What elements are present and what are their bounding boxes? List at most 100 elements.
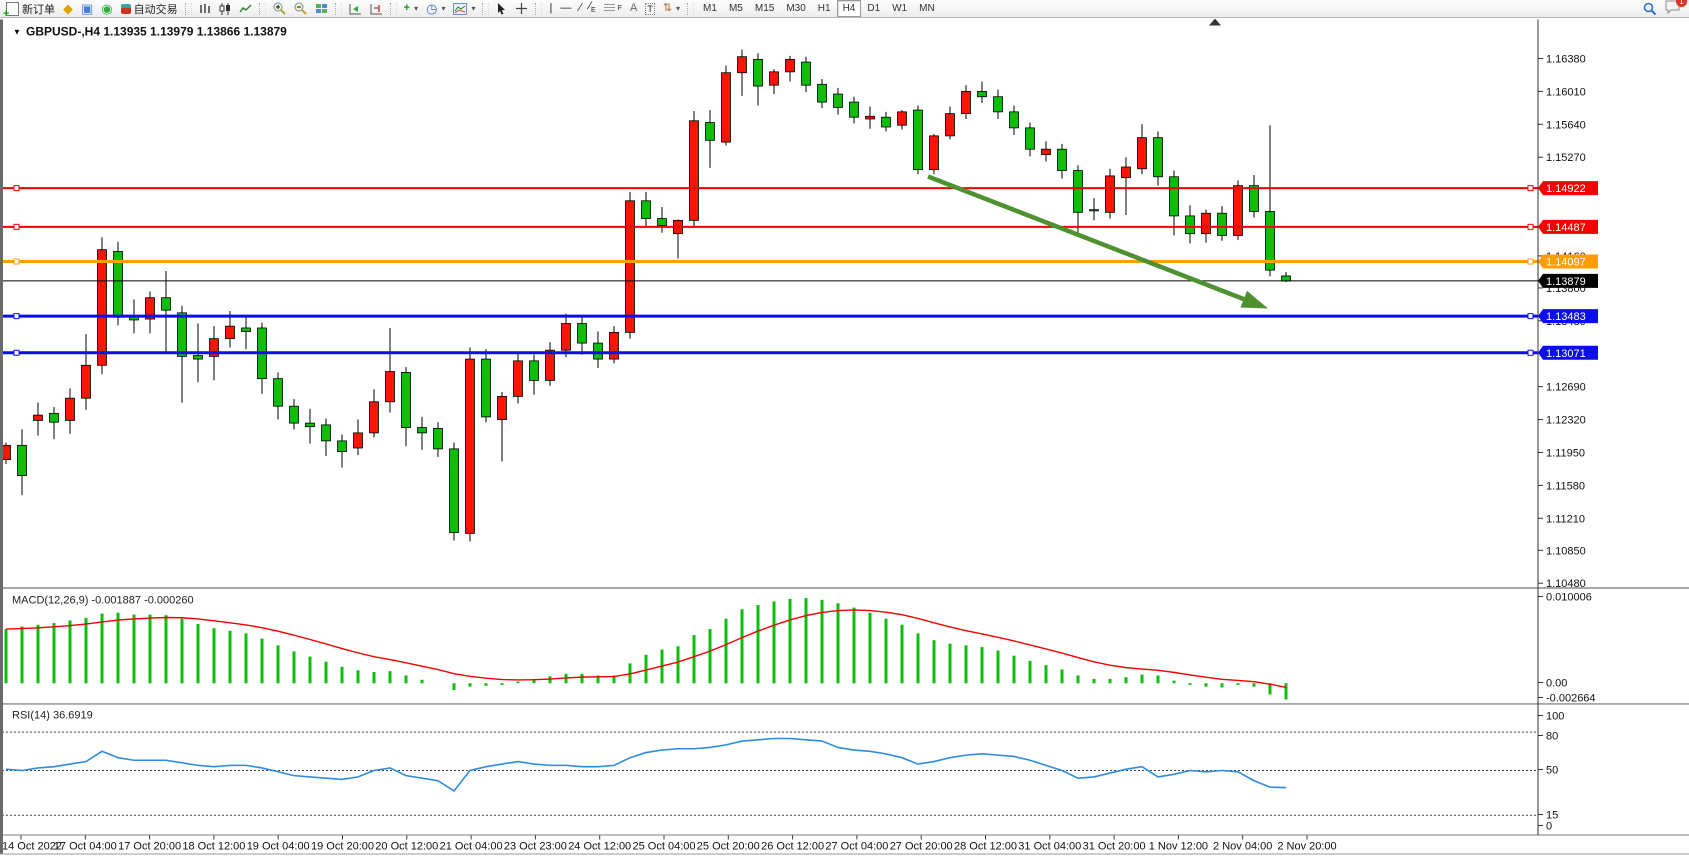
candle (785, 58, 795, 73)
clock-icon: ◷ (426, 1, 438, 16)
candle (737, 56, 747, 74)
candle (929, 135, 939, 171)
crosshair-icon (516, 3, 528, 14)
navigator-button[interactable]: ◉ (97, 0, 116, 18)
macd-axis-label: -0.002664 (1546, 693, 1596, 705)
candle (753, 58, 763, 87)
shift-marker-icon[interactable] (1209, 19, 1221, 26)
candle (1201, 212, 1211, 235)
date-label: 31 Oct 20:00 (1083, 841, 1146, 853)
date-label: 24 Oct 12:00 (568, 841, 631, 853)
price-tick-label: 1.11210 (1546, 513, 1585, 525)
timeframe-H1[interactable]: H1 (817, 3, 831, 14)
candle (689, 120, 699, 221)
trend-arrow-annotation[interactable] (927, 174, 1268, 309)
candle (945, 113, 955, 137)
templates-button[interactable]: ▾ (449, 0, 479, 18)
macd-axis-label: 0.00 (1546, 678, 1567, 690)
text-tool-button[interactable]: A (626, 0, 641, 18)
macd-signal-line (5, 609, 1287, 688)
notifications-button[interactable]: 1 (1665, 0, 1687, 17)
date-label: 26 Oct 12:00 (761, 841, 824, 853)
timeframe-M5[interactable]: M5 (728, 3, 743, 14)
zoom-in-button[interactable] (269, 0, 290, 18)
price-axis[interactable]: 1.163801.160101.156401.152701.141601.138… (1538, 54, 1586, 591)
new-order-icon (3, 1, 19, 20)
price-tick-label: 1.15270 (1546, 152, 1586, 164)
toolbar-separator (687, 2, 695, 15)
candle (417, 427, 427, 434)
fibonacci-tool-button[interactable]: F (600, 0, 626, 18)
date-label: 1 Nov 12:00 (1149, 841, 1208, 853)
level-endpoint-marker (1527, 223, 1534, 230)
bar-chart-button[interactable] (195, 0, 215, 18)
symbol-ohlc-label: GBPUSD-,H4 1.13935 1.13979 1.13866 1.138… (26, 25, 287, 39)
toolbar-separator (184, 2, 192, 15)
data-window-button[interactable]: ▣ (77, 0, 97, 18)
tile-windows-button[interactable] (311, 0, 332, 18)
market-watch-button[interactable]: ◆ (59, 0, 77, 18)
hline-tool-button[interactable]: — (556, 0, 575, 18)
timeframe-W1[interactable]: W1 (892, 3, 908, 14)
line-chart-button[interactable] (235, 0, 256, 18)
chart-shift-icon (370, 3, 382, 14)
date-label: 28 Oct 12:00 (954, 841, 1017, 853)
date-label: 25 Oct 04:00 (633, 841, 696, 853)
cursor-icon (498, 3, 506, 15)
periods-button[interactable]: ◷ ▾ (422, 0, 449, 18)
candle (289, 405, 299, 424)
timeframe-M30[interactable]: M30 (786, 3, 806, 14)
cursor-tool-button[interactable] (492, 0, 511, 18)
candle (865, 115, 875, 120)
rsi-indicator (5, 737, 1287, 793)
candle-chart-button[interactable] (215, 0, 235, 18)
auto-scroll-button[interactable] (345, 0, 366, 18)
chart-canvas[interactable]: 1.163801.160101.156401.152701.141601.138… (0, 19, 1689, 856)
timeframe-MN[interactable]: MN (919, 3, 935, 14)
toolbar: 新订单 ◆ ▣ ◉ 自动交易 (0, 0, 1689, 20)
horizontal-levels[interactable] (2, 185, 1538, 356)
timeframe-M15[interactable]: M15 (754, 3, 775, 14)
timeframe-D1[interactable]: D1 (867, 3, 881, 14)
timeframe-H4[interactable]: H4 (836, 0, 862, 17)
price-tick-label: 1.15640 (1546, 119, 1586, 131)
candle (209, 338, 219, 357)
candle (529, 360, 539, 381)
candle (1105, 175, 1115, 213)
candle (145, 297, 155, 320)
candle (1089, 209, 1099, 212)
crosshair-tool-button[interactable] (511, 0, 532, 18)
level-endpoint-marker (1527, 258, 1534, 265)
candle (481, 358, 491, 418)
candle (97, 249, 107, 366)
rsi-label: RSI(14) 36.6919 (12, 710, 93, 722)
date-label: 27 Oct 04:00 (825, 841, 888, 853)
channel-tool-button[interactable]: ∕E (585, 0, 600, 18)
label-tool-button[interactable]: T (641, 0, 659, 18)
vline-tool-button[interactable]: | (545, 0, 556, 18)
rsi-line (5, 737, 1287, 793)
price-tag-label: 1.14097 (1546, 257, 1586, 269)
price-tag: 1.13879 (1538, 273, 1598, 288)
candle (465, 358, 475, 534)
candle (1041, 148, 1051, 155)
trendline-tool-button[interactable]: ∕ (575, 0, 585, 18)
timeframe-M1[interactable]: M1 (703, 3, 717, 14)
zoom-out-button[interactable] (290, 0, 311, 18)
add-indicator-icon: + (403, 2, 411, 14)
chart-shift-button[interactable] (366, 0, 387, 18)
candle (1265, 211, 1275, 271)
search-icon[interactable] (1643, 2, 1657, 16)
auto-trading-button[interactable]: 自动交易 (117, 0, 182, 18)
price-tick-label: 1.11580 (1546, 480, 1585, 492)
indicators-button[interactable]: + ▾ (400, 0, 422, 18)
new-order-button[interactable]: 新订单 (2, 0, 59, 20)
text-icon: A (629, 2, 638, 14)
candle (1169, 176, 1179, 217)
candle (321, 424, 331, 442)
arrows-tool-button[interactable]: ⇅ ▾ (659, 0, 684, 18)
rsi-axis-label: 80 (1546, 731, 1558, 743)
candle (337, 440, 347, 452)
